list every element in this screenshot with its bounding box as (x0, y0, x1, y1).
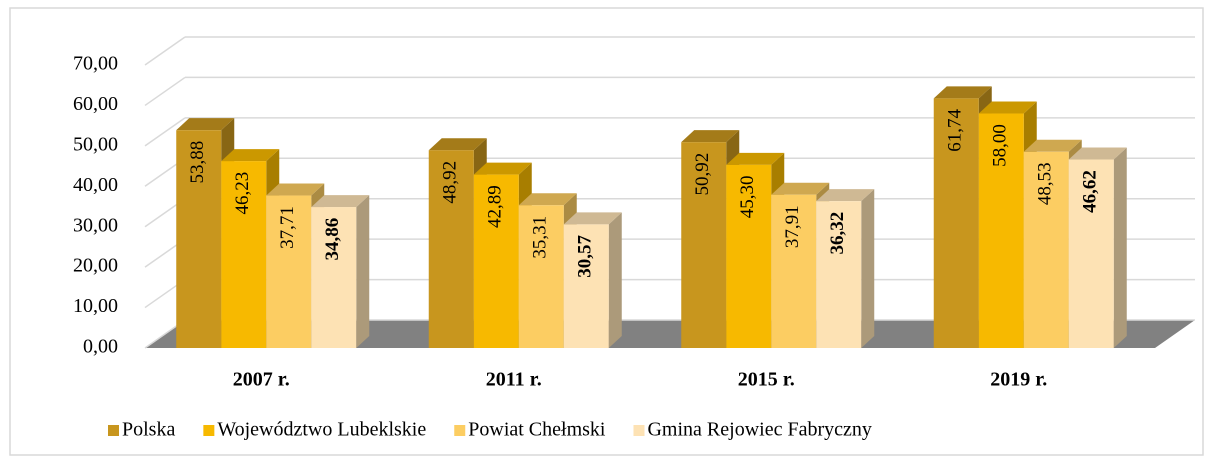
bar-top (311, 195, 370, 208)
value-label: 36,32 (827, 212, 848, 255)
y-tick-label: 10,00 (73, 295, 118, 317)
legend-swatch (633, 425, 645, 436)
value-label: 46,23 (232, 172, 253, 215)
bar-front (1068, 159, 1114, 348)
bar-front (176, 130, 222, 348)
x-tick-label: 2019 r. (990, 369, 1047, 391)
bar-top (1023, 139, 1082, 152)
y-tick-label: 50,00 (73, 133, 118, 155)
grid-line-depth (144, 36, 186, 66)
value-label: 45,30 (737, 175, 758, 218)
value-label: 48,53 (1035, 162, 1056, 205)
bar-front (563, 224, 609, 348)
value-label: 48,92 (440, 161, 461, 204)
bar-side (861, 189, 875, 348)
bar-top (221, 149, 280, 162)
bar-top (563, 212, 622, 225)
floor (145, 320, 1195, 348)
bar-front (266, 195, 312, 348)
y-tick-label: 40,00 (73, 174, 118, 196)
bar-top (266, 183, 325, 196)
bar-top (978, 101, 1037, 114)
bar-side (356, 195, 370, 348)
y-tick-label: 30,00 (73, 214, 118, 236)
value-label: 37,71 (277, 206, 298, 249)
bar-front (428, 150, 474, 348)
bar-top (933, 86, 992, 99)
bar-front (311, 207, 357, 348)
legend-label: Gmina Rejowiec Fabryczny (647, 419, 871, 441)
value-label: 34,86 (322, 218, 343, 261)
bar-front (933, 98, 979, 348)
legend-swatch (454, 425, 466, 436)
bar-front (518, 205, 564, 348)
x-tick-label: 2007 r. (233, 369, 290, 391)
bar-front (978, 113, 1024, 348)
bar-top (176, 118, 235, 131)
bar-front (771, 194, 817, 348)
value-label: 61,74 (945, 109, 966, 152)
grid-line-depth (144, 76, 186, 107)
bar-top (518, 193, 577, 206)
bar-top (726, 152, 785, 165)
y-tick-label: 20,00 (73, 255, 118, 277)
y-tick-label: 70,00 (73, 53, 118, 75)
bar-front (1023, 151, 1069, 348)
value-label: 58,00 (990, 124, 1011, 167)
value-label: 37,91 (782, 205, 803, 248)
value-label: 42,89 (485, 185, 506, 228)
bar (311, 195, 370, 348)
value-label: 30,57 (575, 235, 596, 278)
bar-top (771, 182, 830, 195)
grid-line-depth (144, 117, 186, 147)
y-tick-label: 0,00 (83, 336, 118, 358)
bar-top (681, 130, 740, 143)
bar-top (473, 162, 532, 175)
legend-swatch (108, 425, 119, 436)
x-tick-label: 2011 r. (486, 369, 542, 391)
bar-front (681, 142, 727, 348)
value-label: 35,31 (530, 216, 551, 259)
bar-top (816, 189, 875, 202)
bar-front (473, 174, 519, 348)
value-label: 50,92 (692, 153, 713, 196)
legend-label: Polska (122, 419, 175, 441)
bar-front (221, 161, 267, 348)
y-tick-label: 60,00 (73, 93, 118, 115)
value-label: 53,88 (187, 141, 208, 184)
bar-side (1113, 147, 1127, 348)
legend-label: Powiat Chełmski (468, 419, 606, 441)
value-label: 46,62 (1080, 170, 1101, 213)
bar-front (726, 164, 772, 348)
bar-front (816, 201, 862, 348)
legend-label: Województwo Lubeklskie (217, 419, 426, 441)
bar (563, 212, 622, 348)
bar (1068, 147, 1127, 348)
bar (816, 189, 875, 348)
bar-top (428, 138, 487, 151)
x-tick-label: 2015 r. (738, 369, 795, 391)
legend-swatch (203, 425, 215, 436)
bar-side (608, 212, 622, 348)
bar-top (1068, 147, 1127, 160)
